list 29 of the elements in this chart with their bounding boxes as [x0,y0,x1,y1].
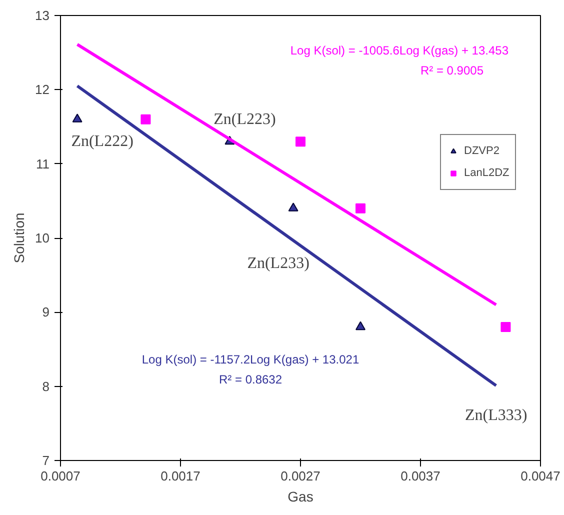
annotation: Zn(L233) [247,254,310,272]
point [72,114,82,122]
x-axis-title: Gas [288,488,314,504]
x-tick-label: 0.0047 [520,468,560,484]
y-tick-label: 11 [36,156,50,172]
point [140,114,151,124]
point [296,136,306,147]
annotation: Log K(sol) = -1157.2Log K(gas) + 13.021 R² = 0.8632 [142,352,360,386]
x-tick-label: 0.0017 [160,468,200,484]
point [288,202,298,212]
x-tick-label: 0.0007 [40,468,80,484]
y-tick-label: 10 [35,230,50,246]
annotation: Zn(L222) [71,132,134,150]
y-tick-label: 7 [42,453,50,468]
x-tick-label: 0.0037 [400,468,440,484]
legend-label: DZVP2 [464,145,500,157]
y-tick-label: 8 [42,378,50,394]
legend-label: LanL2DZ [464,167,510,179]
y-tick-label: 12 [35,82,50,98]
annotation: Zn(L333) [465,407,528,424]
annotation: Zn(L223) [214,111,276,128]
point [356,203,366,214]
x-tick-label: 0.0027 [280,468,320,484]
point [500,322,511,332]
y-axis-title: Solution [11,212,28,264]
annotation: Log K(sol) = -1005.6Log K(gas) + 13.453 R² = 0.9005 [290,44,509,78]
y-tick-label: 13 [35,8,50,23]
point [356,321,366,330]
y-tick-label: 9 [42,304,50,320]
